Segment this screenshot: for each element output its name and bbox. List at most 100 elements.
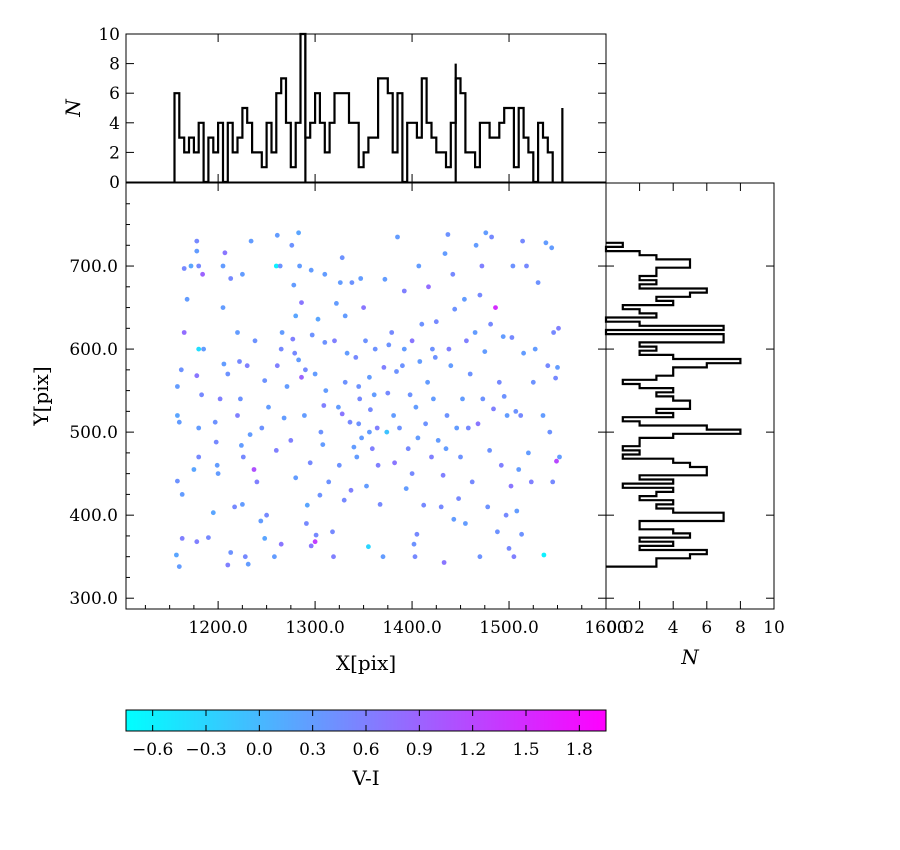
star-point [304, 521, 309, 526]
star-point [175, 413, 180, 418]
star-point [547, 429, 553, 435]
star-point [293, 475, 299, 481]
star-point [543, 240, 549, 246]
right-x-tick-label: 2 [634, 618, 645, 638]
star-point [239, 443, 244, 448]
star-point [550, 479, 556, 485]
star-point [451, 516, 457, 522]
star-point [549, 245, 555, 251]
star-point [479, 263, 485, 269]
star-point [228, 550, 234, 555]
star-point [308, 267, 314, 273]
star-point [407, 392, 413, 398]
star-point [199, 392, 205, 398]
right-histogram-panel: 0.0 2 4 6 8 10 N [604, 182, 785, 669]
star-point [475, 421, 481, 427]
star-point [175, 478, 180, 484]
star-point [232, 504, 238, 510]
star-point [178, 367, 184, 373]
right-x-tick-label: 8 [735, 618, 746, 638]
right-histogram-ticks: 0.0 2 4 6 8 10 [605, 183, 785, 638]
star-point [442, 251, 448, 256]
star-point [194, 539, 200, 545]
right-x-tick-label: 4 [668, 618, 679, 638]
star-point [385, 390, 391, 396]
star-point [392, 460, 397, 466]
star-point [358, 276, 364, 281]
star-point [174, 552, 179, 558]
star-point [238, 396, 243, 402]
star-point [414, 531, 420, 537]
star-point [391, 413, 396, 418]
scatter-frame [125, 182, 607, 610]
star-point [440, 472, 446, 478]
star-point [368, 407, 373, 413]
star-point [213, 439, 219, 445]
star-point [412, 554, 418, 560]
star-point [342, 313, 348, 319]
star-point [450, 271, 456, 277]
star-point [555, 365, 560, 370]
top-histogram-panel: 0 2 4 6 8 10 N [61, 25, 607, 193]
star-point [411, 541, 417, 547]
star-point [458, 454, 463, 460]
colorbar-tick-label: 1.5 [512, 740, 539, 760]
star-point [400, 363, 405, 369]
star-point [435, 438, 441, 443]
star-point [397, 425, 402, 431]
star-point [272, 554, 277, 560]
star-point [513, 409, 519, 414]
star-point [196, 425, 202, 431]
star-point [277, 263, 283, 269]
star-point [196, 454, 202, 460]
star-point [222, 250, 228, 256]
star-point [356, 421, 362, 427]
star-point [532, 346, 538, 352]
star-point [448, 363, 454, 369]
star-point [430, 346, 435, 352]
star-point [384, 429, 390, 435]
right-x-tick-label: 10 [763, 618, 785, 638]
star-point [337, 280, 343, 285]
star-point [554, 458, 559, 464]
x-tick-label: 1400.0 [382, 618, 441, 638]
star-point [480, 396, 486, 402]
star-point [273, 263, 279, 269]
star-point [456, 496, 461, 501]
star-point [336, 462, 342, 468]
star-point [415, 435, 421, 441]
star-point [511, 554, 517, 560]
star-point [495, 529, 500, 535]
star-point [381, 365, 387, 370]
star-point [528, 479, 534, 485]
star-point [237, 359, 242, 364]
star-point [262, 378, 268, 383]
star-point [188, 263, 194, 269]
star-point [359, 435, 364, 441]
star-point [477, 292, 483, 298]
star-point [308, 543, 314, 549]
star-point [394, 369, 399, 374]
scatter-panel: 1200.0 1300.0 1400.0 1500.0 1600 300.0 400.0 50… [29, 182, 628, 675]
star-point [278, 541, 284, 547]
star-point [259, 425, 265, 431]
star-point [215, 471, 221, 476]
star-point [274, 232, 280, 238]
star-point [371, 392, 377, 398]
star-point [432, 355, 438, 360]
star-point [315, 316, 321, 322]
star-point [356, 384, 362, 389]
top-y-tick-label: 8 [109, 55, 120, 75]
star-point [217, 396, 223, 402]
star-point [401, 288, 407, 294]
scatter-points [174, 230, 562, 569]
star-point [179, 536, 185, 541]
star-point [504, 413, 510, 418]
star-point [425, 379, 430, 385]
star-point [483, 230, 489, 236]
star-point [472, 330, 478, 335]
star-point [281, 415, 287, 421]
star-point [200, 271, 206, 277]
star-point [361, 305, 366, 310]
star-point [444, 413, 450, 418]
